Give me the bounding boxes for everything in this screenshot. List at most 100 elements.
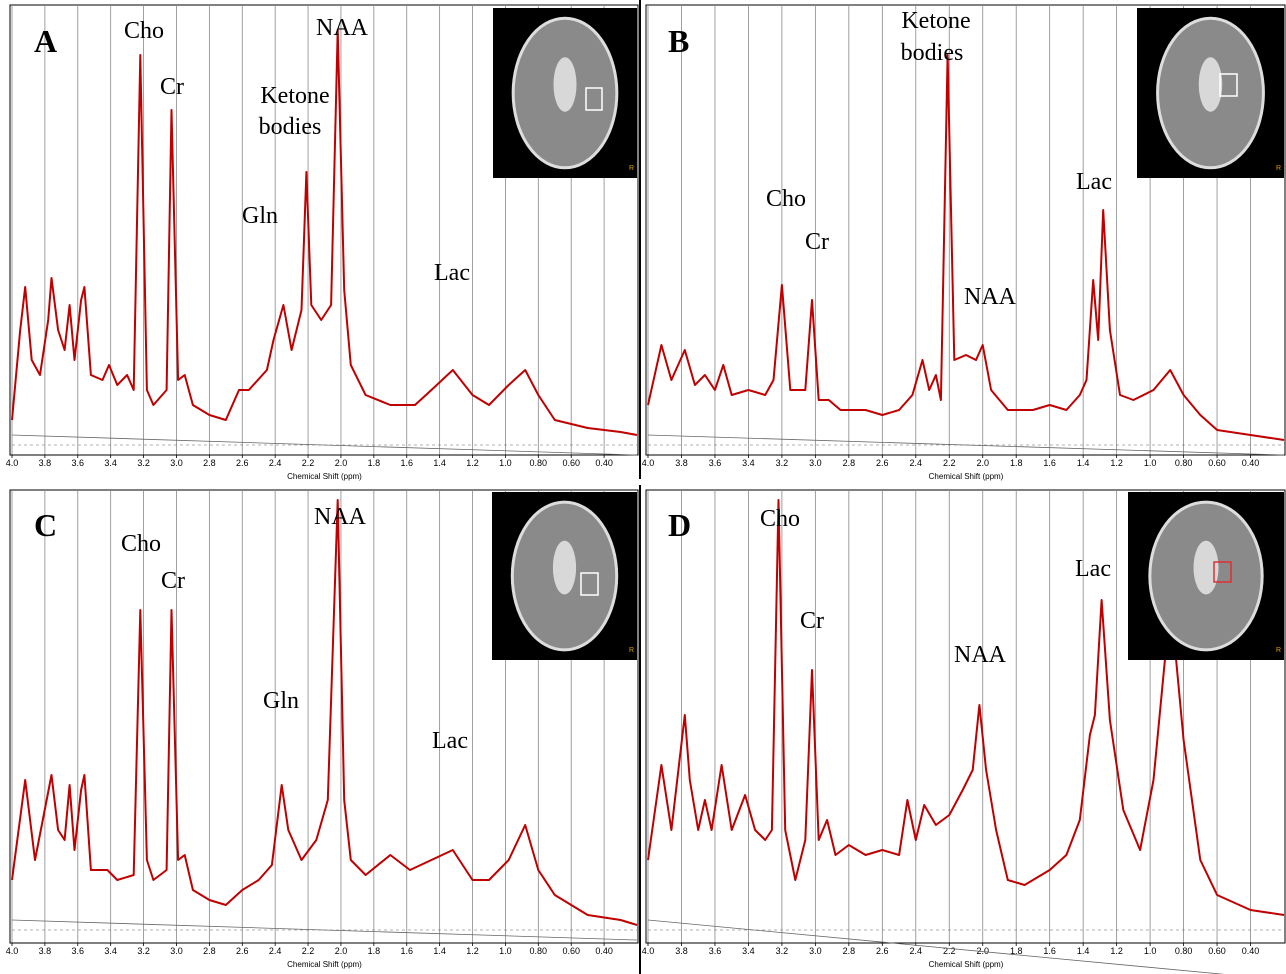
mri-roi — [1213, 561, 1232, 583]
x-tick-label: 2.6 — [236, 946, 249, 956]
x-tick-label: 1.4 — [1077, 458, 1090, 468]
x-tick-label: 2.2 — [302, 458, 315, 468]
x-tick-label: 3.8 — [39, 946, 52, 956]
panel-letter: C — [34, 507, 57, 543]
x-tick-label: 2.2 — [943, 458, 956, 468]
x-axis-title: Chemical Shift (ppm) — [929, 960, 1004, 969]
x-tick-label: 4.0 — [6, 946, 19, 956]
spectrum-fit — [11, 29, 638, 436]
x-tick-label: 1.6 — [1043, 458, 1056, 468]
peak-label: Cho — [760, 506, 800, 532]
x-tick-label: 2.0 — [976, 946, 989, 956]
x-tick-label: 3.0 — [809, 458, 822, 468]
x-tick-label: 0.40 — [595, 946, 613, 956]
x-tick-label: 2.4 — [910, 458, 923, 468]
x-tick-label: 1.6 — [400, 458, 413, 468]
x-tick-label: 0.40 — [595, 458, 613, 468]
x-tick-label: 2.4 — [910, 946, 923, 956]
panel: 4.0 3.8 3.6 3.4 3.2 3.0 2.8 2.6 2.4 2.2 2.0 1.8 1.6 1… — [642, 489, 1286, 974]
spectrum-fit — [647, 499, 1285, 916]
x-tick-label: 2.4 — [269, 946, 282, 956]
x-tick-label: 2.8 — [843, 458, 856, 468]
x-tick-label: 0.80 — [1175, 458, 1193, 468]
x-tick-label: 3.2 — [776, 458, 789, 468]
x-tick-label: 1.8 — [368, 946, 381, 956]
x-tick-label: 3.4 — [742, 946, 755, 956]
x-tick-label: 0.40 — [1242, 458, 1260, 468]
x-tick-label: 0.80 — [530, 458, 548, 468]
mri-roi — [585, 87, 603, 111]
peak-label: Cr — [161, 568, 185, 594]
x-tick-label: 3.2 — [137, 946, 150, 956]
x-tick-label: 2.0 — [335, 946, 348, 956]
panel: 4.0 3.8 3.6 3.4 3.2 3.0 2.8 2.6 2.4 2.2 2.0 1.8 1.6 1… — [6, 489, 639, 969]
x-tick-label: 0.80 — [1175, 946, 1193, 956]
x-tick-label: 3.6 — [72, 946, 85, 956]
x-tick-label: 3.2 — [776, 946, 789, 956]
spectrum-fit — [647, 54, 1285, 441]
x-tick-label: 3.8 — [675, 458, 688, 468]
peak-label: Ketone — [260, 83, 329, 109]
x-tick-label: 3.6 — [72, 458, 85, 468]
x-tick-label: 2.2 — [302, 946, 315, 956]
x-tick-label: 1.8 — [1010, 458, 1023, 468]
x-tick-label: 1.0 — [1144, 458, 1157, 468]
mri-ventricle — [552, 540, 577, 595]
peak-label: Cho — [121, 531, 161, 557]
panel-letter: B — [668, 23, 689, 59]
x-tick-label: 1.2 — [466, 946, 479, 956]
mri-roi — [1219, 73, 1238, 97]
peak-label: Lac — [1075, 556, 1111, 582]
peak-label: Cr — [805, 229, 829, 255]
mri-orientation: R — [629, 165, 634, 172]
x-tick-label: 1.0 — [499, 458, 512, 468]
x-tick-label: 0.60 — [562, 946, 580, 956]
x-tick-label: 0.60 — [562, 458, 580, 468]
x-tick-label: 2.8 — [203, 946, 216, 956]
peak-label: bodies — [259, 114, 322, 140]
x-tick-label: 2.6 — [876, 946, 889, 956]
peak-label: Lac — [1076, 169, 1112, 195]
peak-label: Ketone — [901, 8, 970, 34]
x-tick-label: 1.6 — [1043, 946, 1056, 956]
x-tick-label: 3.6 — [709, 458, 722, 468]
x-tick-label: 1.8 — [1010, 946, 1023, 956]
x-tick-label: 2.2 — [943, 946, 956, 956]
panel-letter: A — [34, 23, 57, 59]
peak-label: Cho — [766, 186, 806, 212]
x-tick-label: 3.0 — [170, 458, 183, 468]
x-tick-label: 3.8 — [675, 946, 688, 956]
x-tick-label: 1.0 — [1144, 946, 1157, 956]
x-tick-label: 2.0 — [335, 458, 348, 468]
mri-orientation: R — [1276, 647, 1281, 654]
mri-roi — [580, 572, 599, 596]
mri-ventricle — [553, 57, 577, 112]
x-axis-title: Chemical Shift (ppm) — [287, 472, 362, 481]
x-tick-label: 3.4 — [742, 458, 755, 468]
x-tick-label: 4.0 — [642, 946, 655, 956]
x-tick-label: 2.0 — [976, 458, 989, 468]
x-tick-label: 3.4 — [104, 946, 117, 956]
x-tick-label: 3.8 — [39, 458, 52, 468]
x-axis-title: Chemical Shift (ppm) — [287, 960, 362, 969]
x-tick-label: 3.4 — [104, 458, 117, 468]
x-tick-label: 3.0 — [809, 946, 822, 956]
peak-label: bodies — [901, 40, 964, 66]
x-tick-label: 2.6 — [236, 458, 249, 468]
panel-letter: D — [668, 507, 691, 543]
peak-label: NAA — [314, 504, 367, 530]
x-tick-label: 4.0 — [6, 458, 19, 468]
x-tick-label: 3.0 — [170, 946, 183, 956]
x-tick-label: 2.8 — [203, 458, 216, 468]
panel: 4.0 3.8 3.6 3.4 3.2 3.0 2.8 2.6 2.4 2.2 2.0 1.8 1.6 1… — [642, 4, 1286, 481]
x-tick-label: 3.2 — [137, 458, 150, 468]
x-tick-label: 2.4 — [269, 458, 282, 468]
x-tick-label: 0.40 — [1242, 946, 1260, 956]
spectrum-fit — [11, 499, 638, 926]
peak-label: NAA — [316, 15, 369, 41]
peak-label: Lac — [434, 260, 470, 286]
peak-label: NAA — [954, 642, 1007, 668]
mri-ventricle — [1193, 540, 1219, 595]
